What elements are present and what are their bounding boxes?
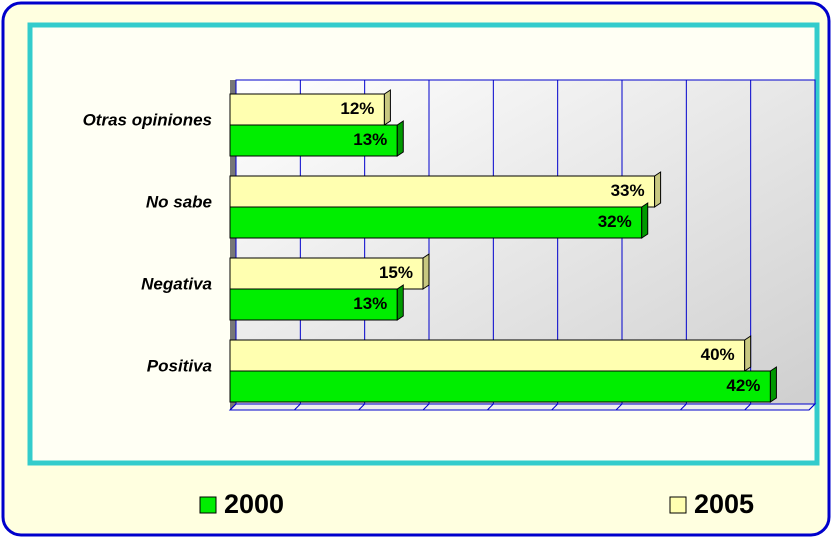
tick-mark (808, 403, 816, 411)
data-label: 32% (598, 212, 632, 231)
legend-label: 2005 (694, 489, 754, 519)
bar (229, 288, 398, 321)
bar (229, 370, 771, 403)
bar (229, 339, 746, 372)
bar-end (383, 89, 391, 126)
tick-mark (358, 403, 366, 411)
data-label: 15% (379, 263, 413, 282)
legend-swatch (669, 496, 687, 514)
bar-end (744, 335, 752, 372)
tick-mark (229, 403, 237, 411)
tick-mark (744, 403, 752, 411)
tick-mark (293, 403, 301, 411)
bar (229, 124, 398, 157)
data-label: 13% (353, 130, 387, 149)
tick-mark (422, 403, 430, 411)
tick-mark (486, 403, 494, 411)
bar-end (641, 202, 649, 239)
tick-mark (615, 403, 623, 411)
data-label: 42% (726, 376, 760, 395)
legend-label: 2000 (224, 489, 284, 519)
tick-mark (679, 403, 687, 411)
y-tick-label: Negativa (141, 274, 212, 293)
y-tick-label: No sabe (146, 192, 212, 211)
bar-end (396, 120, 404, 157)
tick-mark (551, 403, 559, 411)
y-tick-label: Otras opiniones (83, 110, 212, 129)
data-label: 13% (353, 294, 387, 313)
bar-end (396, 284, 404, 321)
data-label: 12% (340, 99, 374, 118)
data-label: 40% (701, 345, 735, 364)
bar-end (769, 366, 777, 403)
data-label: 33% (611, 181, 645, 200)
y-tick-label: Positiva (147, 356, 212, 375)
plot-side-wall (230, 80, 236, 410)
bar (229, 206, 643, 239)
plot-floor (228, 403, 817, 411)
bar (229, 93, 385, 126)
bar-end (422, 253, 430, 290)
legend-swatch (199, 496, 217, 514)
bar-end (654, 171, 662, 208)
bar (229, 175, 656, 208)
